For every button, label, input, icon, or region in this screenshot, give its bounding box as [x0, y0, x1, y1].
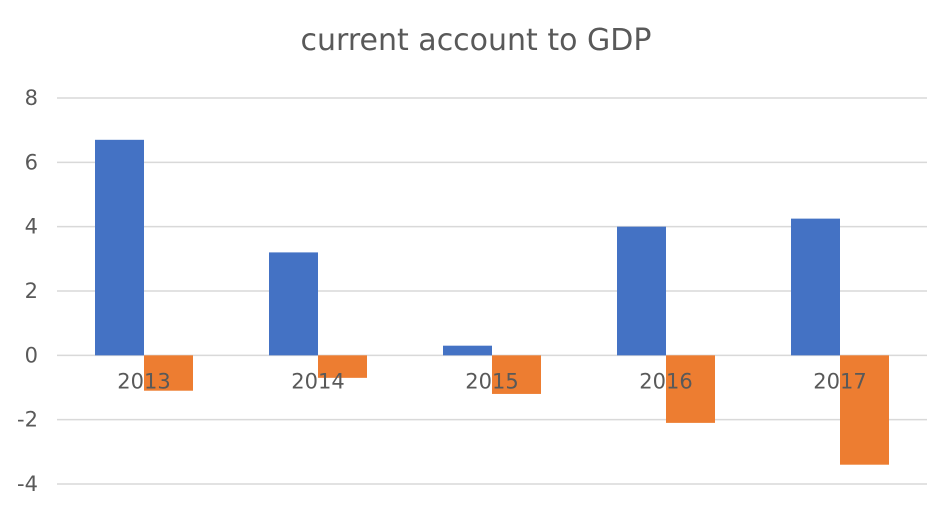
bar-series1-2016	[617, 226, 666, 356]
bar-series2-2017	[840, 355, 889, 465]
x-tick-label: 2016	[639, 369, 692, 393]
y-tick-label: 6	[25, 150, 38, 174]
x-tick-label: 2014	[291, 369, 344, 393]
y-tick-label: -4	[17, 472, 38, 496]
chart-title: current account to GDP	[301, 23, 652, 58]
y-tick-label: 0	[25, 343, 38, 367]
x-tick-label: 2017	[813, 369, 866, 393]
x-tick-label: 2013	[117, 369, 170, 393]
bar-series1-2013	[95, 139, 144, 356]
y-tick-label: 2	[25, 279, 38, 303]
bar-series1-2015	[443, 345, 492, 356]
bar-series1-2017	[791, 218, 840, 356]
bar-series2-2014	[318, 355, 367, 378]
y-tick-label: -2	[17, 408, 38, 432]
x-axis-tick-labels: 2013 2014 2015 2016 2017	[117, 369, 866, 393]
bar-series2-2015	[492, 355, 541, 394]
bar-series2-2016	[666, 355, 715, 423]
bar-series1-2014	[269, 252, 318, 356]
bars	[95, 139, 889, 465]
bar-series2-2013	[144, 355, 193, 391]
x-tick-label: 2015	[465, 369, 518, 393]
y-tick-label: 4	[25, 215, 38, 239]
y-axis-tick-labels: 8 6 4 2 0 -2 -4	[17, 86, 38, 496]
y-tick-label: 8	[25, 86, 38, 110]
